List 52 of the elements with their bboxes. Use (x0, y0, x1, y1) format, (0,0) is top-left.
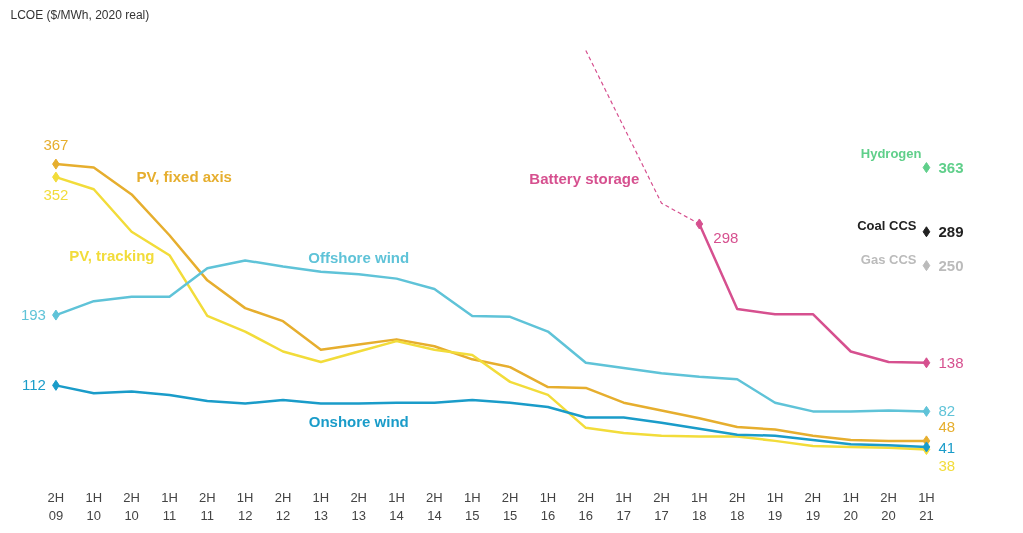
x-tick-label: 1H 17 (615, 489, 632, 523)
x-tick-label: 2H 20 (880, 489, 897, 523)
data-label: 298 (713, 228, 739, 246)
data-label: 367 (43, 136, 69, 154)
point (922, 405, 931, 417)
x-tick-label: 1H 12 (236, 489, 254, 523)
point (922, 226, 931, 238)
x-tick-label: 2H 16 (577, 489, 595, 523)
x-tick-label: 2H 14 (426, 489, 443, 523)
series-label: PV, fixed axis (136, 167, 232, 185)
data-label: 363 (938, 158, 964, 176)
data-label: 193 (20, 306, 46, 324)
x-tick-label: 1H 18 (691, 489, 708, 523)
x-tick-label: 1H 21 (918, 489, 935, 523)
text: Battery storage (529, 170, 640, 188)
x-tick-label: 2H 15 (501, 489, 519, 523)
x-tick-label: 1H 15 (463, 489, 481, 523)
x-tick-label: 2H 18 (728, 489, 746, 523)
data-label: 289 (938, 222, 964, 240)
data-label: 352 (43, 186, 69, 204)
x-tick-label: 1H 13 (312, 489, 330, 523)
x-tick-label: 1H 19 (766, 489, 784, 523)
series-label: Offshore wind (308, 248, 410, 266)
x-tick-label: 1H 20 (842, 489, 860, 523)
series-label: Hydrogen (860, 146, 922, 162)
x-tick-label: 2H 12 (274, 489, 292, 523)
x-tick-label: 2H 19 (804, 489, 822, 523)
x-tick-label: 2H 13 (350, 489, 368, 523)
data-label: 250 (938, 256, 964, 274)
x-tick-label: 2H 09 (47, 489, 65, 523)
point (695, 218, 704, 230)
x-tick-label: 2H 11 (199, 489, 216, 523)
x-tick-label: 1H 10 (85, 489, 103, 523)
y-axis-title: LCOE ($/MWh, 2020 real) (10, 7, 150, 22)
x-tick-label: 1H 11 (161, 489, 178, 523)
data-label: 112 (22, 376, 46, 394)
data-label: 38 (938, 456, 956, 474)
x-tick-label: 1H 16 (539, 489, 557, 523)
point (922, 162, 931, 174)
point (922, 260, 931, 272)
x-tick-label: 1H 14 (388, 489, 405, 523)
data-label: 138 (938, 353, 964, 371)
x-tick-label: 2H 17 (653, 489, 670, 523)
series-label: Coal CCS (857, 218, 917, 234)
data-label: 41 (938, 438, 956, 456)
series-label: Onshore wind (308, 413, 409, 431)
series-label: PV, tracking (69, 246, 155, 264)
point (922, 357, 931, 369)
data-label: 82 (938, 402, 956, 420)
data-label: 48 (938, 417, 956, 435)
x-tick-label: 2H 10 (123, 489, 140, 523)
series-label: Gas CCS (860, 252, 917, 268)
